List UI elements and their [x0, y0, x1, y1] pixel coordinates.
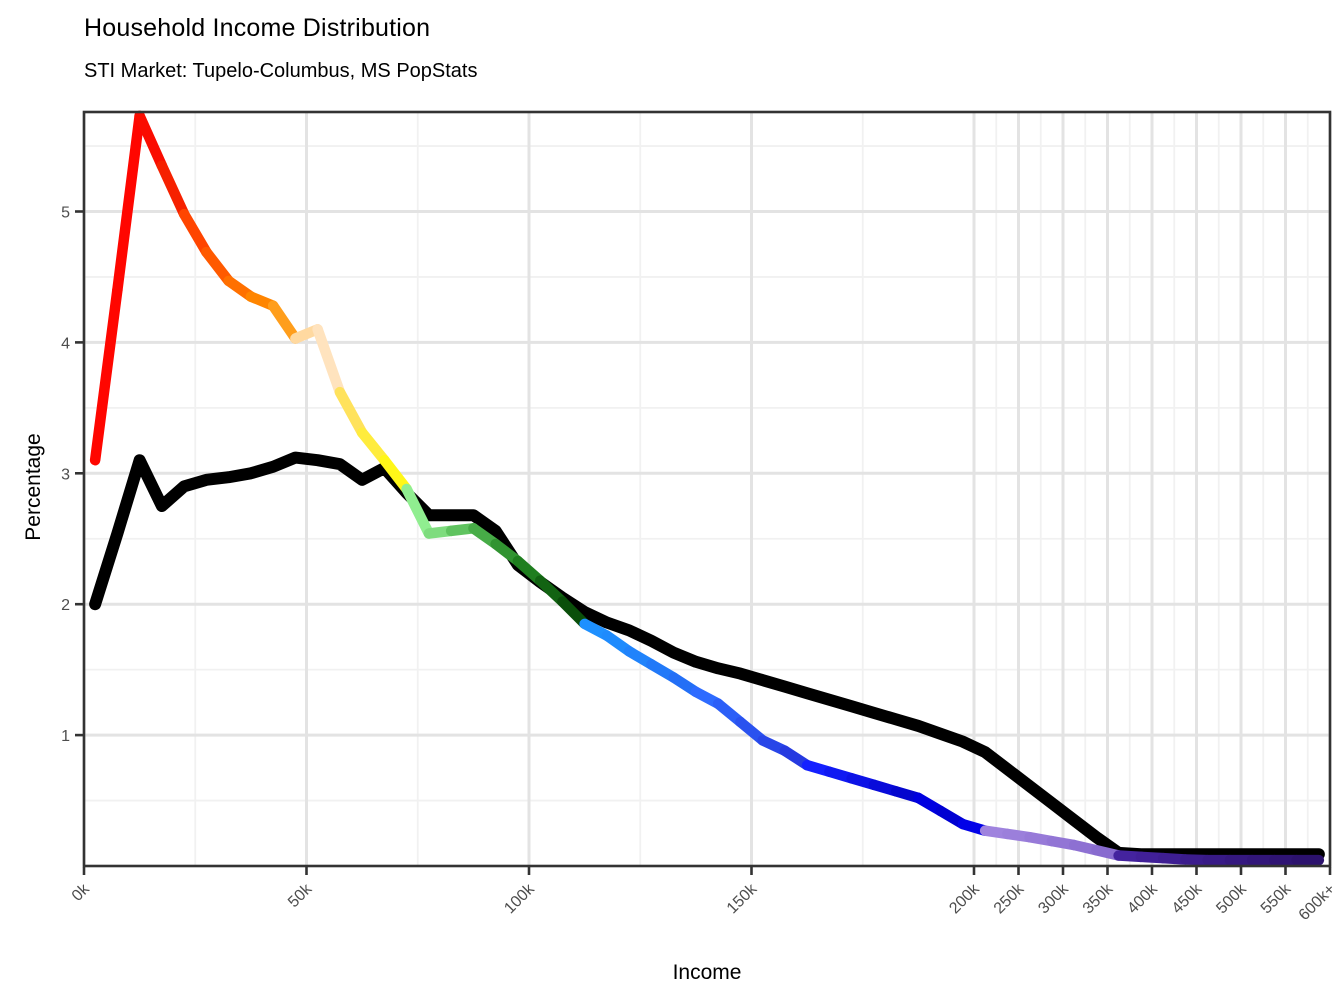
chart-title: Household Income Distribution [84, 14, 431, 42]
x-tick-label: 200k [946, 880, 983, 917]
x-tick-label: 550k [1258, 880, 1295, 917]
market-rainbow-line-segment [201, 246, 234, 287]
x-tick-label: 450k [1169, 880, 1206, 917]
reference-black-line [89, 451, 1325, 861]
x-tick-label: 150k [724, 880, 761, 917]
market-rainbow-line-segment [312, 324, 346, 398]
y-axis-title: Percentage [22, 433, 45, 541]
x-tick-label: 400k [1124, 880, 1161, 917]
y-tick-label: 5 [61, 205, 70, 222]
panel-border [82, 110, 1332, 868]
x-tick-label: 50k [285, 880, 316, 911]
x-tick-label: 250k [991, 880, 1028, 917]
x-tick-label: 350k [1080, 880, 1117, 917]
market-rainbow-line-segment [156, 160, 190, 220]
market-rainbow-line-segment [134, 110, 168, 171]
market-rainbow-line-segment [334, 386, 368, 438]
x-tick-label: 600k+ [1296, 881, 1339, 924]
market-rainbow-line-segment [112, 110, 145, 296]
x-tick-label: 0k [69, 880, 94, 905]
market-rainbow-line-segment [89, 284, 123, 466]
market-rainbow-line-segment [401, 483, 435, 539]
y-tick-label: 2 [61, 597, 70, 614]
y-tick-label: 3 [61, 466, 70, 483]
y-tick-label: 4 [61, 335, 70, 352]
market-rainbow-line-segment [356, 427, 390, 466]
market-rainbow-line-segment [267, 300, 301, 344]
x-axis-title: Income [672, 961, 742, 984]
market-rainbow-line-segment [379, 454, 412, 495]
x-tick-label: 500k [1213, 880, 1250, 917]
chart-subtitle: STI Market: Tupelo-Columbus, MS PopStats [84, 60, 478, 82]
y-tick-label: 1 [61, 728, 70, 745]
x-tick-label: 100k [501, 880, 538, 917]
x-tick-label: 300k [1035, 880, 1072, 917]
market-rainbow-line-segment [178, 208, 212, 258]
